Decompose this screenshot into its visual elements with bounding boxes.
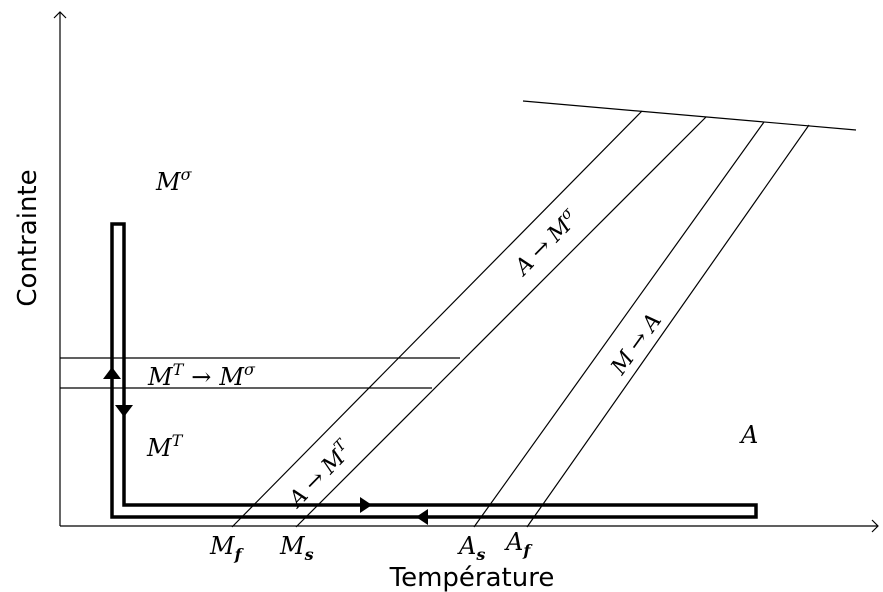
y-axis-title: Contrainte [13, 169, 43, 306]
arrow-down [115, 405, 133, 417]
temp-label-ms: Ms [279, 532, 314, 564]
region-m-sigma-label: Mσ [155, 165, 193, 196]
region-austenite-label: A [739, 421, 758, 449]
arrow-right [360, 497, 372, 513]
label-m-to-a: M→A [606, 309, 667, 380]
arrow-up [103, 367, 121, 379]
arrow-left [416, 509, 428, 525]
label-a-to-msigma: A→Mσ [506, 203, 584, 282]
loading-path-outer [110, 222, 758, 519]
ms-line [295, 116, 707, 528]
x-axis-title: Température [389, 563, 555, 592]
af-line [526, 124, 810, 528]
band-label-mt-to-msigma: MT → Mσ [147, 360, 256, 391]
temp-label-as: As [457, 532, 485, 564]
as-line [473, 121, 765, 528]
label-a-to-mt: A→MT [280, 435, 358, 514]
upper-boundary-line [522, 100, 857, 131]
mf-line [231, 110, 643, 528]
region-m-t-label: MT [146, 431, 184, 462]
temp-label-af: Af [504, 528, 533, 560]
temp-label-mf: Mf [209, 532, 245, 564]
